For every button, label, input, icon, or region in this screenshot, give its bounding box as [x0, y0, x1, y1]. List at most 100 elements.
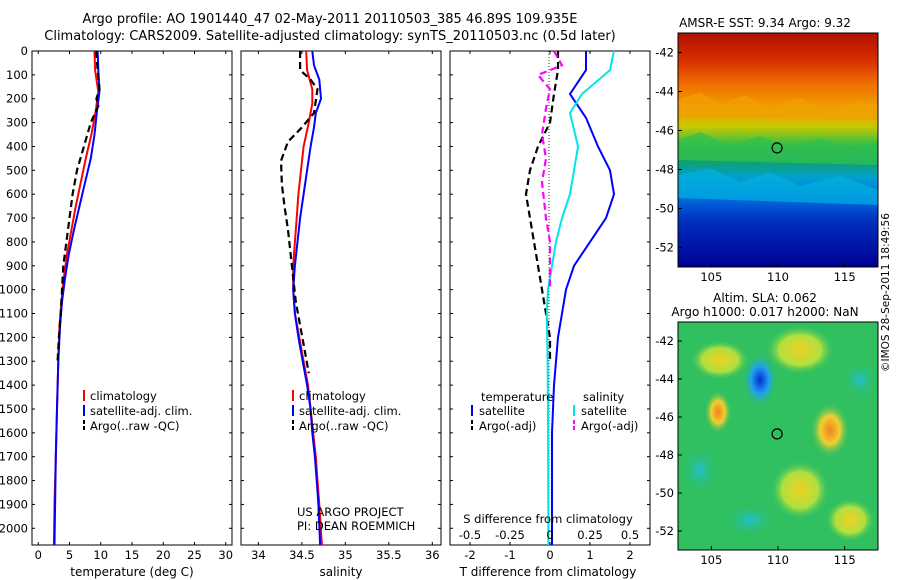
salinity-panel: 34 34.5 35 35.5 36 climatologysatellite-adj.…	[240, 50, 442, 579]
map-lat-label: -42	[655, 46, 674, 60]
sla-anomaly	[770, 460, 830, 520]
map-lon-label: 115	[834, 270, 856, 284]
pi-annotation: PI: DEAN ROEMMICH	[297, 519, 415, 533]
profile-line	[524, 51, 560, 362]
x-tick-label: 2	[626, 548, 633, 562]
depth-tick-label: 1500	[0, 402, 28, 416]
sst-map: AMSR-E SST: 9.34 Argo: 9.32 105 110 115 -42…	[655, 16, 879, 284]
x-tick-label: -1	[504, 548, 515, 562]
depth-tick-label: 1100	[0, 307, 28, 321]
s-difference-label: S difference from climatology	[463, 512, 633, 526]
sst-front-band	[678, 92, 878, 120]
temperature-panel: 0100200300400500600700800900100011001200…	[0, 44, 233, 579]
x-tick-label: 30	[218, 548, 233, 562]
x-tick-label: 36	[425, 548, 440, 562]
temperature-axes-box	[31, 50, 233, 546]
sla-anomaly	[810, 402, 850, 458]
depth-tick-label: 800	[6, 235, 28, 249]
sla-anomaly	[680, 445, 720, 495]
map-lat-label: -50	[655, 202, 674, 216]
s-tick-label: -0.5	[459, 528, 481, 542]
legend-label: Argo(..raw -QC)	[90, 419, 180, 433]
map-lon-label: 105	[700, 553, 722, 567]
profile-line	[545, 50, 615, 546]
depth-tick-label: 1300	[0, 354, 28, 368]
map-lat-label: -52	[655, 524, 674, 538]
legend-label: satellite-adj. clim.	[299, 404, 401, 418]
profile-line	[279, 51, 319, 374]
map-lat-label: -46	[655, 124, 674, 138]
depth-tick-label: 1600	[0, 426, 28, 440]
depth-tick-label: 1000	[0, 283, 28, 297]
depth-tick-label: 200	[6, 92, 28, 106]
sla-map: Altim. SLA: 0.062 Argo h1000: 0.017 h200…	[655, 291, 879, 567]
salinity-x-label: salinity	[319, 565, 362, 579]
sla-anomaly	[765, 325, 835, 375]
sla-map-axes: 105 110 115 -42 -44 -46 -48 -50 -52	[655, 334, 855, 567]
profile-line	[56, 50, 101, 362]
figure-title-line1: Argo profile: AO 1901440_47 02-May-2011 …	[82, 12, 578, 27]
map-lat-label: -48	[655, 163, 674, 177]
map-lat-label: -48	[655, 448, 674, 462]
x-tick-label: 15	[125, 548, 140, 562]
legend-header-temperature: temperature	[481, 390, 553, 404]
x-tick-label: 20	[156, 548, 171, 562]
x-tick-label: 10	[93, 548, 108, 562]
argo-location-marker	[771, 142, 783, 154]
sla-map-title-line2: Argo h1000: 0.017 h2000: NaN	[671, 305, 858, 319]
salinity-x-axis: 34 34.5 35 35.5 36	[251, 51, 440, 562]
t-difference-x-label: T difference from climatology	[459, 565, 637, 579]
depth-tick-label: 900	[6, 259, 28, 273]
map-lat-label: -46	[655, 410, 674, 424]
temperature-lines	[52, 50, 101, 546]
figure-title-line2: Climatology: CARS2009. Satellite-adjuste…	[44, 29, 616, 44]
s-tick-label: 0.25	[577, 528, 603, 542]
map-lon-label: 115	[834, 553, 856, 567]
s-tick-label: 0.5	[621, 528, 639, 542]
legend-label: Argo(-adj)	[479, 419, 536, 433]
sst-map-title: AMSR-E SST: 9.34 Argo: 9.32	[679, 16, 851, 30]
sla-map-title-line1: Altim. SLA: 0.062	[713, 291, 817, 305]
legend-label: climatology	[299, 389, 366, 403]
sla-anomaly	[704, 390, 732, 434]
depth-tick-label: 600	[6, 187, 28, 201]
x-tick-label: -2	[464, 548, 475, 562]
sla-anomaly	[690, 340, 750, 380]
map-lon-label: 105	[700, 270, 722, 284]
project-annotation: US ARGO PROJECT	[297, 505, 405, 519]
s-tick-label: 0	[546, 528, 553, 542]
argo-location-marker	[771, 428, 783, 440]
map-lat-label: -42	[655, 334, 674, 348]
depth-tick-label: 1200	[0, 330, 28, 344]
salinity-lines	[279, 50, 323, 546]
map-lat-label: -44	[655, 372, 674, 386]
difference-x-axis: -2 -1 0 1 2	[464, 51, 634, 562]
map-lat-label: -50	[655, 486, 674, 500]
depth-tick-label: 1700	[0, 450, 28, 464]
sla-anomaly	[842, 360, 878, 400]
depth-tick-label: 300	[6, 116, 28, 130]
difference-legend: temperature salinitysatelliteArgo(-adj)sa…	[471, 390, 638, 433]
profile-line	[292, 50, 323, 546]
depth-tick-label: 500	[6, 163, 28, 177]
depth-tick-label: 1400	[0, 378, 28, 392]
depth-tick-label: 2000	[0, 521, 28, 535]
x-tick-label: 0	[546, 548, 553, 562]
sla-anomaly	[825, 498, 875, 542]
x-tick-label: 35	[338, 548, 353, 562]
x-tick-label: 34	[251, 548, 266, 562]
depth-tick-label: 400	[6, 139, 28, 153]
legend-label: satellite-adj. clim.	[90, 404, 192, 418]
difference-lines	[524, 50, 616, 546]
s-tick-label: -0.25	[495, 528, 525, 542]
difference-axes-box	[449, 50, 651, 546]
depth-tick-label: 1800	[0, 474, 28, 488]
map-lat-label: -44	[655, 85, 674, 99]
depth-tick-label: 0	[21, 44, 28, 58]
map-lon-label: 110	[767, 270, 789, 284]
x-tick-label: 5	[66, 548, 73, 562]
x-tick-label: 34.5	[289, 548, 315, 562]
sst-cyan-band	[678, 168, 878, 205]
